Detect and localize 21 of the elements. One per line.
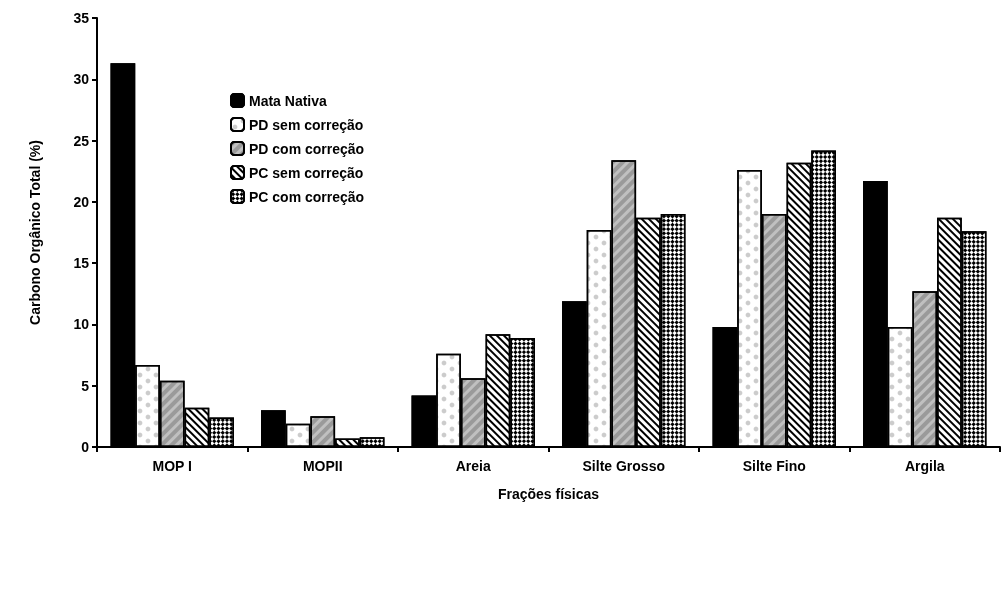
y-tick-label: 5: [81, 377, 90, 394]
legend-label: PC sem correção: [249, 164, 364, 181]
x-tick-label: MOP I: [152, 458, 192, 474]
legend-label: Mata Nativa: [249, 92, 328, 109]
x-tick-label: Silte Fino: [742, 458, 806, 474]
y-axis-title: Carbono Orgânico Total (%): [27, 140, 43, 325]
y-tick-label: 20: [73, 193, 90, 210]
y-tick-label: 30: [73, 71, 90, 88]
y-tick-label: 0: [81, 439, 90, 455]
legend-label: PD com correção: [249, 140, 365, 157]
y-tick-label: 10: [73, 316, 90, 333]
y-tick-label: 25: [73, 132, 90, 149]
x-tick-label: MOPII: [302, 458, 343, 474]
x-tick-label: Areia: [455, 458, 491, 474]
x-tick-label: Silte Grosso: [582, 458, 665, 474]
x-tick-label: Argila: [904, 458, 945, 474]
y-tick-label: 15: [73, 255, 90, 272]
x-axis-title: Frações físicas: [497, 486, 600, 502]
legend-label: PD sem correção: [249, 116, 364, 133]
y-tick-label: 35: [73, 10, 90, 26]
legend-label: PC com correção: [249, 188, 365, 205]
